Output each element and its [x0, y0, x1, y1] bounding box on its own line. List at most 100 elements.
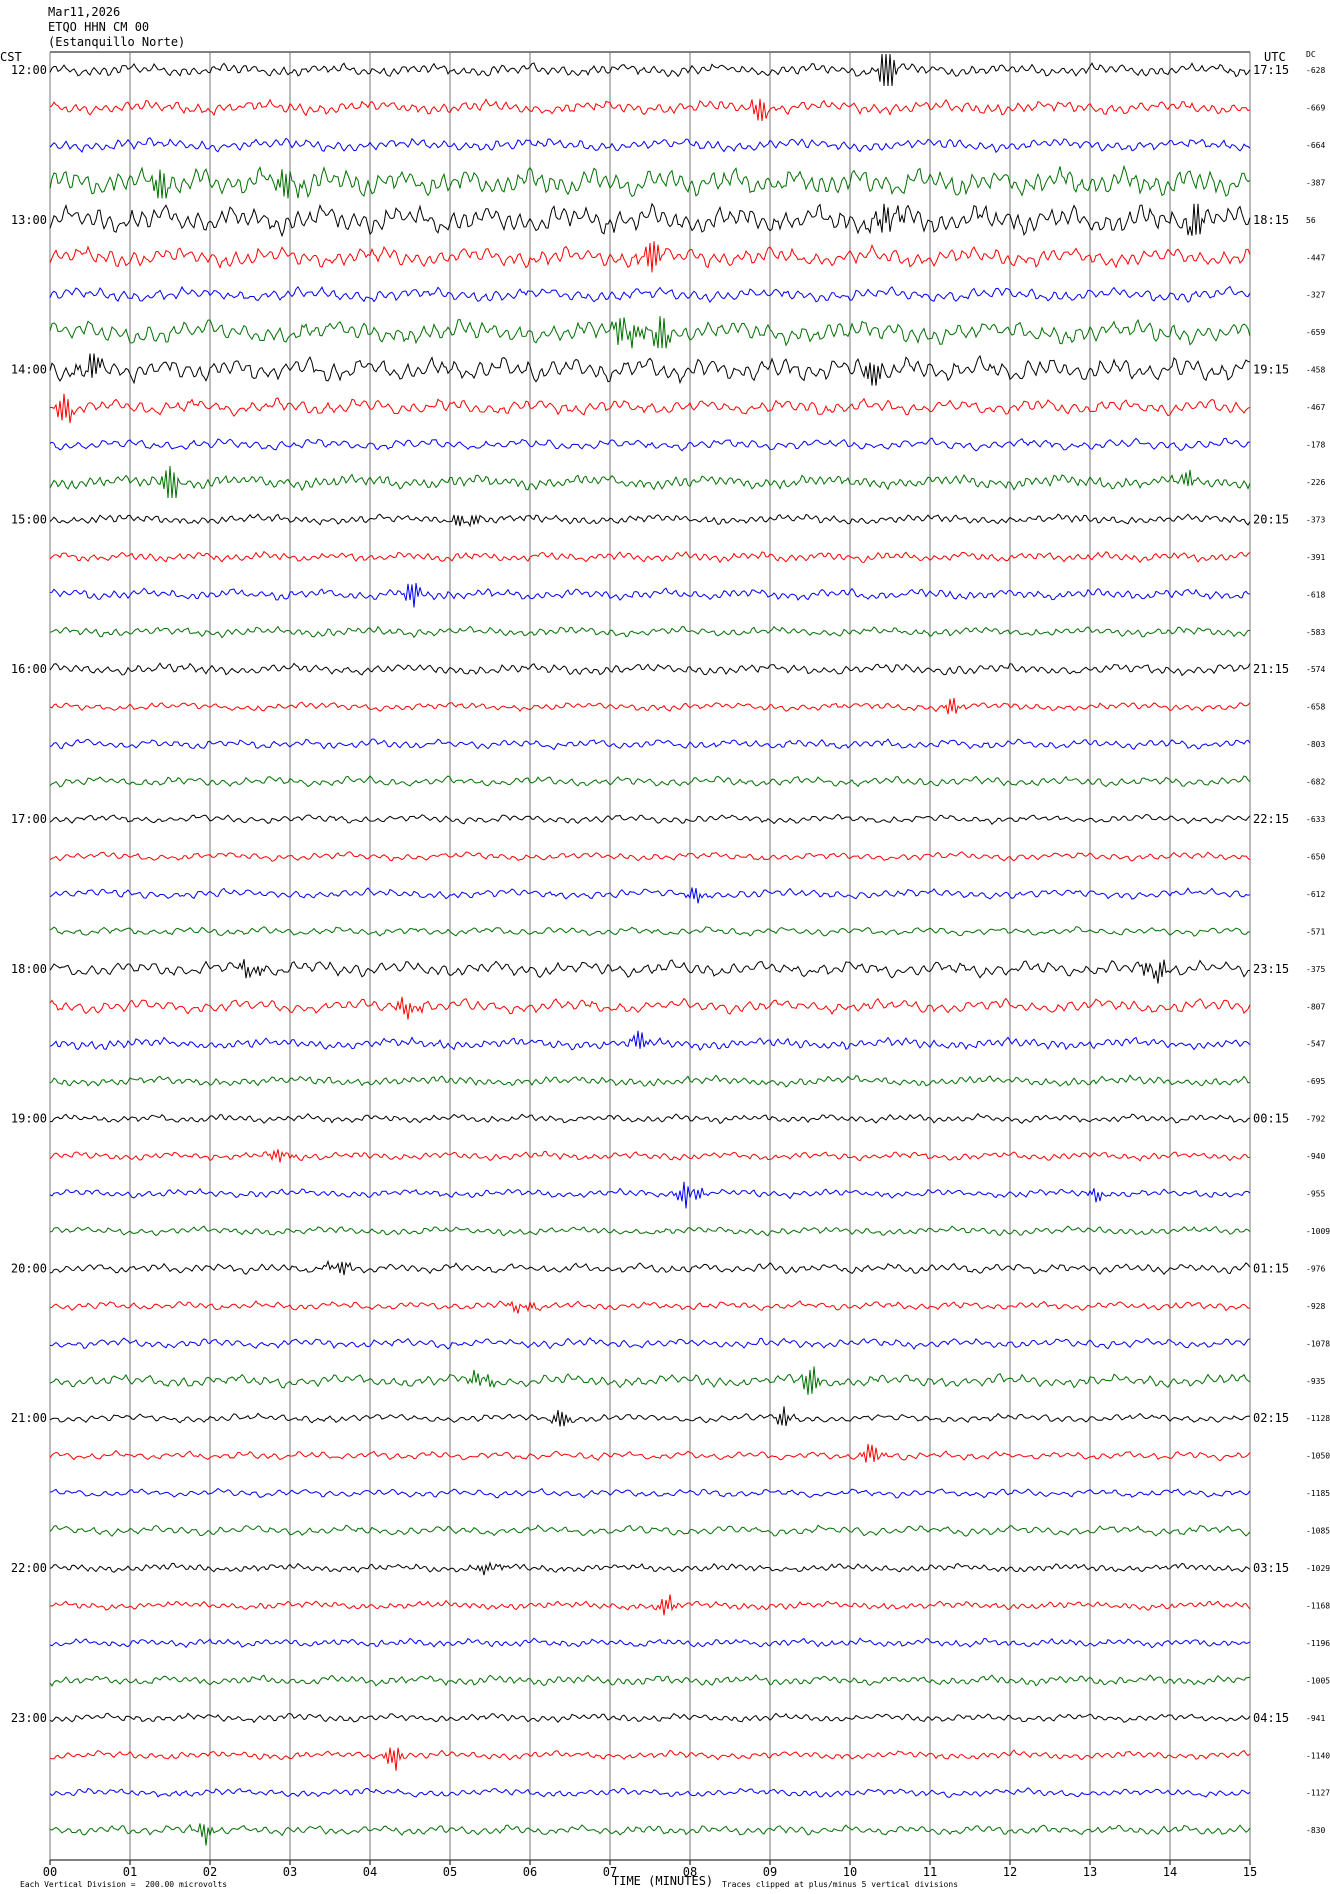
dc-offset-value: -1078 [1306, 1339, 1330, 1348]
right-utc-label: 00:15 [1253, 1112, 1289, 1126]
right-utc-label: 17:15 [1253, 63, 1289, 77]
x-tick-label: 06 [523, 1865, 537, 1879]
seismic-trace-row-21 [49, 851, 1251, 862]
left-hour-label: 19:00 [11, 1112, 47, 1126]
seismic-trace-row-3 [49, 164, 1251, 199]
left-hour-label: 20:00 [11, 1261, 47, 1275]
left-hour-label: 22:00 [11, 1561, 47, 1575]
dc-offset-value: -628 [1306, 66, 1325, 75]
seismic-trace-row-28 [50, 1112, 1251, 1125]
dc-offset-value: -682 [1306, 778, 1325, 787]
seismic-trace-row-0 [49, 53, 1251, 87]
seismic-trace-row-22 [49, 887, 1251, 904]
dc-offset-value: -574 [1306, 665, 1325, 674]
seismic-trace-row-24 [49, 959, 1251, 984]
dc-offset-value: -807 [1306, 1002, 1325, 1011]
x-tick-label: 04 [363, 1865, 377, 1879]
seismic-trace-row-15 [49, 625, 1250, 639]
station-code: ETQO HHN CM 00 [48, 20, 150, 34]
left-hour-label: 12:00 [11, 63, 47, 77]
seismic-trace-row-37 [49, 1443, 1251, 1463]
left-hour-label: 17:00 [11, 812, 47, 826]
seismic-trace-row-7 [49, 316, 1251, 349]
seismic-trace-row-35 [49, 1366, 1251, 1395]
dc-offset-value: -659 [1306, 328, 1325, 337]
dc-column-label: DC [1306, 50, 1316, 59]
dc-offset-value: -976 [1306, 1264, 1325, 1273]
chart-date: Mar11,2026 [48, 5, 121, 19]
dc-offset-value: -940 [1306, 1152, 1325, 1161]
dc-offset-value: -1168 [1306, 1601, 1330, 1610]
x-tick-label: 14 [1163, 1865, 1177, 1879]
seismic-trace-row-30 [49, 1181, 1251, 1209]
dc-offset-value: -664 [1306, 141, 1325, 150]
right-utc-label: 20:15 [1253, 512, 1289, 526]
station-site-name: (Estanquillo Norte) [48, 35, 186, 49]
right-utc-label: 23:15 [1253, 962, 1289, 976]
dc-offset-value: -935 [1306, 1377, 1325, 1386]
seismic-trace-row-4 [49, 202, 1251, 238]
dc-offset-value: -391 [1306, 553, 1325, 562]
x-tick-label: 11 [923, 1865, 937, 1879]
seismic-trace-row-14 [49, 583, 1251, 608]
clip-note: Traces clipped at plus/minus 5 vertical … [722, 1880, 959, 1889]
dc-offset-value: -375 [1306, 965, 1325, 974]
dc-offset-value: -1005 [1306, 1676, 1330, 1685]
seismic-trace-row-26 [49, 1030, 1251, 1051]
dc-offset-value: -955 [1306, 1190, 1325, 1199]
seismic-trace-row-8 [49, 353, 1251, 386]
dc-offset-value: -941 [1306, 1714, 1325, 1723]
dc-offset-value: -612 [1306, 890, 1325, 899]
seismic-trace-row-23 [49, 926, 1251, 937]
dc-offset-value: -928 [1306, 1302, 1325, 1311]
right-utc-label: 22:15 [1253, 812, 1289, 826]
seismic-trace-row-18 [49, 738, 1251, 751]
dc-offset-value: -226 [1306, 478, 1325, 487]
x-tick-label: 13 [1083, 1865, 1097, 1879]
x-tick-label: 00 [43, 1865, 57, 1879]
left-hour-label: 14:00 [11, 363, 47, 377]
seismic-trace-row-34 [49, 1337, 1251, 1350]
right-utc-label: 18:15 [1253, 213, 1289, 227]
dc-offset-value: -830 [1306, 1826, 1325, 1835]
dc-offset-value: -1050 [1306, 1452, 1330, 1461]
seismic-trace-row-17 [49, 697, 1251, 715]
seismic-trace-row-31 [49, 1225, 1251, 1237]
right-timezone-label: UTC [1264, 50, 1286, 64]
right-utc-label: 03:15 [1253, 1561, 1289, 1575]
x-tick-label: 15 [1243, 1865, 1257, 1879]
seismic-trace-row-11 [49, 465, 1251, 499]
dc-offset-value: -1127 [1306, 1789, 1330, 1798]
left-hour-label: 13:00 [11, 213, 47, 227]
seismic-trace-row-12 [49, 513, 1251, 528]
scale-note: Each Vertical Division = 200.00 microvol… [20, 1880, 228, 1889]
dc-offset-value: -583 [1306, 628, 1325, 637]
dc-offset-value: -1009 [1306, 1227, 1330, 1236]
seismic-trace-row-33 [49, 1300, 1250, 1314]
dc-offset-value: -458 [1306, 366, 1325, 375]
dc-offset-value: -1196 [1306, 1639, 1330, 1648]
dc-offset-value: -547 [1306, 1040, 1325, 1049]
seismic-trace-row-1 [49, 98, 1251, 122]
dc-offset-value: -669 [1306, 103, 1325, 112]
dc-offset-value: -1085 [1306, 1527, 1330, 1536]
x-tick-label: 07 [603, 1865, 617, 1879]
dc-offset-value: -658 [1306, 703, 1325, 712]
left-hour-label: 18:00 [11, 962, 47, 976]
dc-offset-value: -633 [1306, 815, 1325, 824]
seismic-trace-row-32 [49, 1259, 1251, 1276]
dc-offset-value: -618 [1306, 590, 1325, 599]
dc-offset-value: -467 [1306, 403, 1325, 412]
dc-offset-value: -803 [1306, 740, 1325, 749]
seismic-trace-row-41 [49, 1594, 1251, 1616]
seismic-trace-row-16 [49, 662, 1251, 677]
x-axis-title: TIME (MINUTES) [612, 1874, 714, 1888]
right-utc-label: 01:15 [1253, 1261, 1289, 1275]
dc-offset-value: -373 [1306, 515, 1325, 524]
seismic-trace-row-47 [49, 1823, 1251, 1846]
left-hour-label: 16:00 [11, 662, 47, 676]
seismic-trace-row-46 [49, 1787, 1251, 1798]
right-utc-label: 02:15 [1253, 1411, 1289, 1425]
seismic-trace-row-43 [49, 1674, 1251, 1687]
